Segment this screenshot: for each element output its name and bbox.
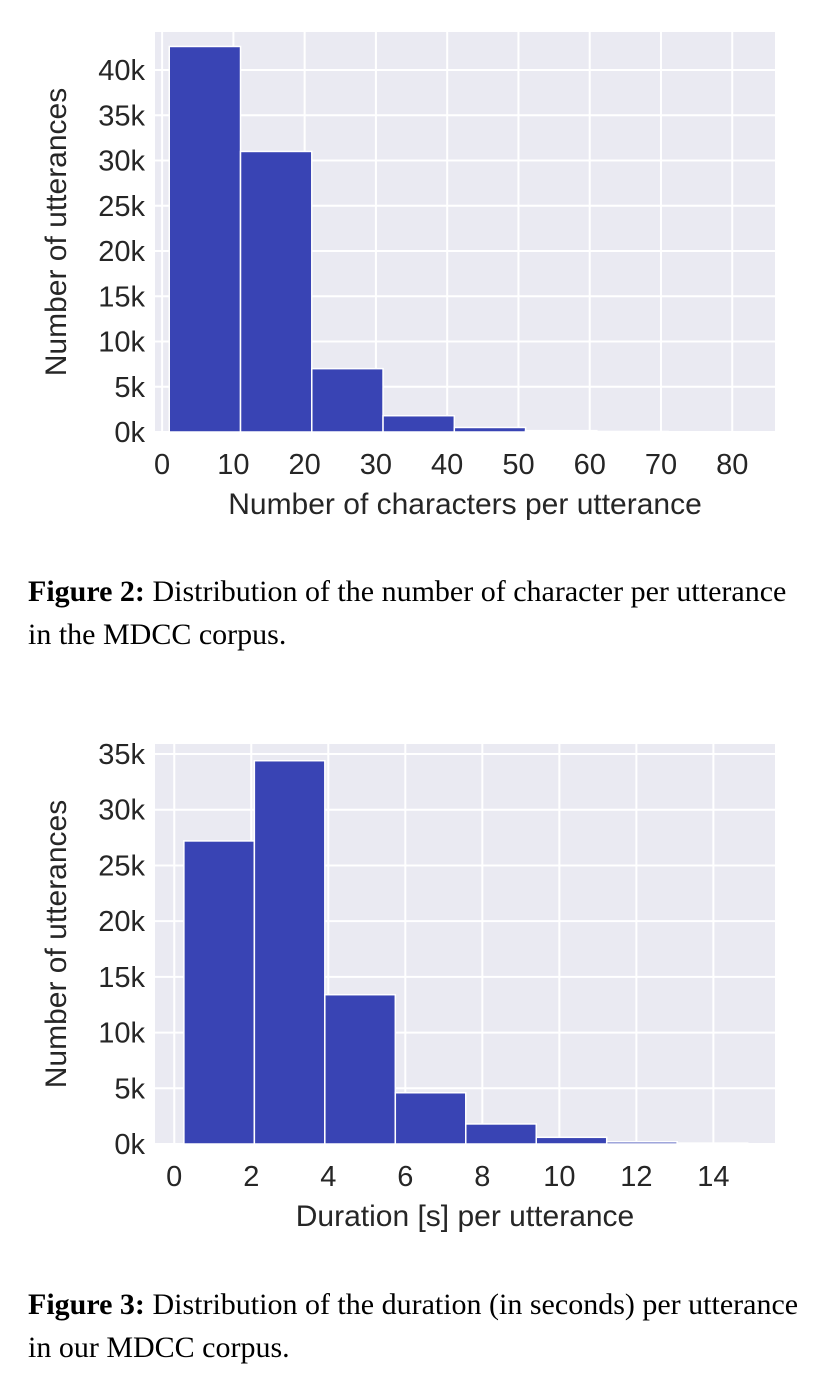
- fig3-bar: [676, 1142, 749, 1145]
- fig2-bar: [596, 430, 669, 434]
- figure-3-caption-text: Distribution of the duration (in seconds…: [28, 1288, 799, 1364]
- fig2-bar: [239, 150, 313, 433]
- fig3-x-tick-label: 8: [474, 1161, 490, 1193]
- fig3-y-tick-label: 5k: [114, 1073, 145, 1105]
- figure-2-caption-text: Distribution of the number of character …: [28, 575, 787, 651]
- figure-3-caption-label: Figure 3:: [28, 1288, 145, 1321]
- fig3-bar: [535, 1136, 608, 1145]
- fig3-y-tick-label: 30k: [98, 795, 145, 827]
- fig3-y-tick-label: 25k: [98, 850, 145, 882]
- fig3-y-tick-label: 0k: [114, 1129, 145, 1161]
- fig3-x-axis-label: Duration [s] per utterance: [296, 1200, 635, 1233]
- fig3-x-tick-label: 12: [620, 1161, 652, 1193]
- fig3-x-tick-label: 6: [397, 1161, 413, 1193]
- figure-2-caption: Figure 2: Distribution of the number of …: [28, 570, 808, 656]
- fig3-bar: [605, 1141, 678, 1145]
- fig2-x-tick-label: 0: [154, 449, 170, 481]
- fig3-y-tick-label: 15k: [98, 962, 145, 994]
- fig2-x-tick-label: 30: [360, 449, 392, 481]
- fig3-x-tick-label: 14: [697, 1161, 729, 1193]
- fig2-x-tick-label: 80: [716, 449, 748, 481]
- fig2-x-tick-label: 40: [431, 449, 463, 481]
- fig3-x-tick-label: 4: [320, 1161, 336, 1193]
- fig2-x-tick-label: 10: [217, 449, 249, 481]
- fig3-bar: [394, 1091, 467, 1145]
- fig2-y-tick-label: 10k: [98, 327, 145, 359]
- fig2-bar: [311, 367, 384, 433]
- fig2-bar: [524, 429, 598, 433]
- figure-2-histogram: 0 10 20 30 40 50 60 70 80 0k 5k 10k 15k 20k 25k 30k 35k 4…: [40, 32, 775, 521]
- fig3-x-tick-label: 0: [166, 1161, 182, 1193]
- fig2-y-tick-label: 30k: [98, 146, 145, 178]
- fig2-x-tick-label: 50: [502, 449, 534, 481]
- fig3-y-axis-label: Number of utterances: [40, 800, 73, 1088]
- fig2-x-tick-label: 60: [574, 449, 606, 481]
- fig3-bar: [324, 993, 397, 1145]
- figure-3-chart: 0 2 4 6 8 10 12 14 0k 5k 10k 15k 20k 25k 30k 35k Duratio…: [0, 712, 834, 1252]
- fig2-y-tick-label: 0k: [114, 417, 145, 449]
- fig2-y-tick-label: 25k: [98, 191, 145, 223]
- fig3-bar: [183, 840, 256, 1145]
- fig2-y-tick-label: 35k: [98, 100, 145, 132]
- fig2-x-axis-label: Number of characters per utterance: [228, 488, 702, 521]
- fig2-y-tick-label: 20k: [98, 236, 145, 268]
- fig3-x-tick-label: 10: [543, 1161, 575, 1193]
- fig2-y-tick-label: 40k: [98, 55, 145, 87]
- fig3-bar: [465, 1123, 537, 1145]
- fig2-bar: [667, 430, 741, 434]
- fig2-bar: [453, 426, 527, 433]
- fig3-y-tick-label: 10k: [98, 1018, 145, 1050]
- figure-3-caption: Figure 3: Distribution of the duration (…: [28, 1283, 808, 1369]
- fig2-y-tick-label: 5k: [114, 372, 145, 404]
- figure-3-histogram: 0 2 4 6 8 10 12 14 0k 5k 10k 15k 20k 25k 30k 35k Duratio…: [40, 739, 775, 1233]
- fig3-y-tick-label: 20k: [98, 906, 145, 938]
- fig2-x-tick-label: 20: [289, 449, 321, 481]
- fig2-x-tick-label: 70: [645, 449, 677, 481]
- fig3-x-tick-label: 2: [243, 1161, 259, 1193]
- fig3-bar: [253, 759, 326, 1145]
- fig2-bar: [168, 45, 242, 433]
- fig2-bar: [382, 414, 456, 433]
- fig3-y-tick-label: 35k: [98, 739, 145, 771]
- fig2-y-tick-label: 15k: [98, 281, 145, 313]
- figure-2-caption-label: Figure 2:: [28, 575, 145, 608]
- fig2-y-axis-label: Number of utterances: [40, 88, 73, 376]
- figure-2-chart: 0 10 20 30 40 50 60 70 80 0k 5k 10k 15k 20k 25k 30k 35k 4…: [0, 0, 834, 540]
